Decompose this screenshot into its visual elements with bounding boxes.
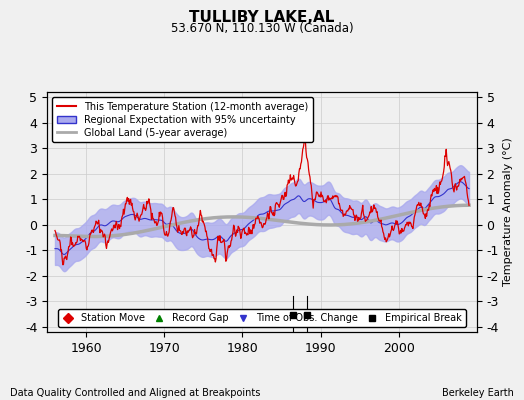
Text: TULLIBY LAKE,AL: TULLIBY LAKE,AL (189, 10, 335, 25)
Text: Berkeley Earth: Berkeley Earth (442, 388, 514, 398)
Legend: Station Move, Record Gap, Time of Obs. Change, Empirical Break: Station Move, Record Gap, Time of Obs. C… (58, 309, 466, 327)
Y-axis label: Temperature Anomaly (°C): Temperature Anomaly (°C) (503, 138, 513, 286)
Text: 53.670 N, 110.130 W (Canada): 53.670 N, 110.130 W (Canada) (171, 22, 353, 35)
Text: Data Quality Controlled and Aligned at Breakpoints: Data Quality Controlled and Aligned at B… (10, 388, 261, 398)
